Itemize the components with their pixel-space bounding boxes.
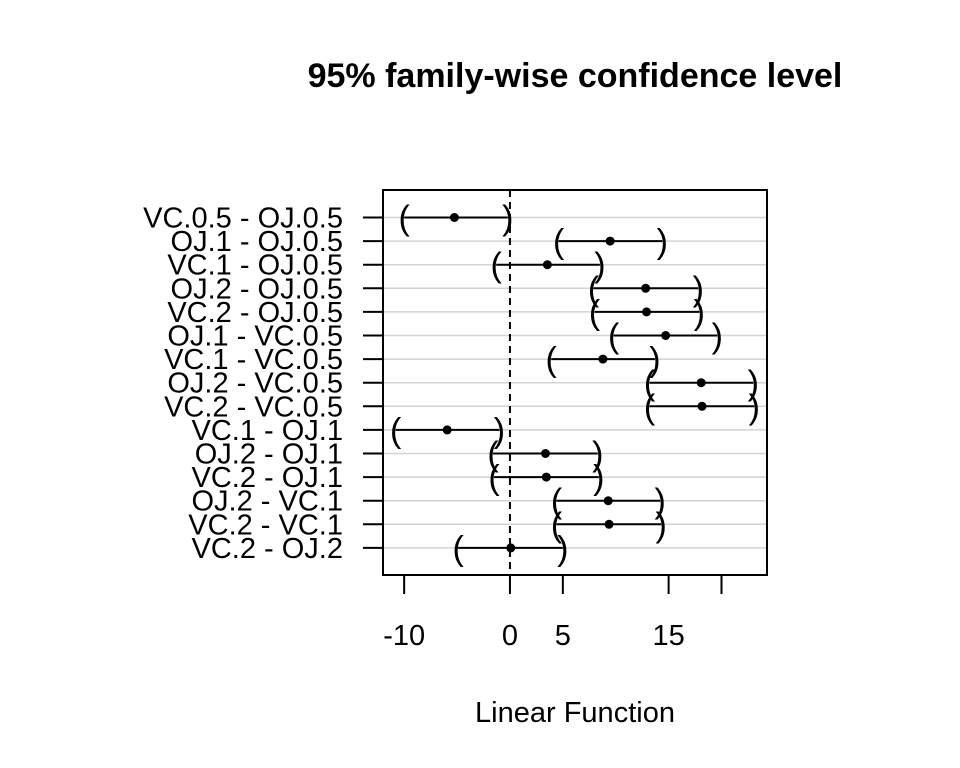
x-axis: -10 0 5 15 [383, 574, 723, 652]
interval-row: () [488, 459, 604, 497]
interval-upper-bound: ) [593, 459, 604, 497]
estimate-point [605, 236, 615, 246]
interval-lower-bound: ( [488, 459, 500, 497]
estimate-point [449, 213, 459, 222]
interval-row: () [551, 506, 667, 544]
y-tick-label: VC.1 - OJ.1 [192, 415, 344, 447]
y-tick-label: OJ.1 - OJ.0.5 [171, 226, 343, 258]
chart-title: 95% family-wise confidence level [308, 57, 843, 95]
interval-lower-bound: ( [644, 388, 656, 426]
y-tick-label: VC.2 - OJ.1 [192, 462, 344, 494]
estimate-point [542, 260, 552, 270]
interval-upper-bound: ) [592, 436, 603, 474]
interval-lower-bound: ( [608, 318, 620, 356]
interval-row: () [608, 318, 723, 356]
estimate-point [641, 283, 651, 293]
estimate-point [696, 378, 706, 388]
estimate-point [541, 472, 551, 482]
y-axis: VC.0.5 - OJ.0.5OJ.1 - OJ.0.5VC.1 - OJ.0.… [143, 203, 383, 565]
interval-upper-bound: ) [494, 412, 505, 450]
interval-upper-bound: ) [712, 318, 723, 356]
interval-upper-bound: ) [654, 483, 665, 521]
interval-lower-bound: ( [589, 294, 601, 332]
x-axis-label: Linear Function [475, 697, 675, 729]
interval-lower-bound: ( [398, 200, 410, 238]
interval-row: () [390, 412, 505, 450]
interval-lower-bound: ( [644, 365, 656, 403]
interval-lower-bound: ( [551, 483, 563, 521]
interval-lower-bound: ( [546, 341, 558, 379]
interval-lower-bound: ( [487, 436, 499, 474]
interval-row: () [588, 270, 704, 308]
interval-row: () [553, 223, 668, 261]
interval-upper-bound: ) [502, 200, 513, 238]
interval-lower-bound: ( [588, 270, 600, 308]
interval-row: () [546, 341, 661, 379]
y-tick-label: VC.1 - OJ.0.5 [167, 250, 343, 282]
y-tick-label: VC.0.5 - OJ.0.5 [143, 203, 343, 235]
interval-upper-bound: ) [749, 388, 760, 426]
interval-lower-bound: ( [390, 412, 402, 450]
interval-row: () [644, 365, 759, 403]
estimate-point [697, 401, 707, 411]
estimate-point [642, 307, 652, 317]
interval-lower-bound: ( [491, 247, 503, 285]
interval-lower-bound: ( [551, 506, 563, 544]
estimate-point [442, 425, 452, 435]
x-tick-label: -10 [383, 620, 425, 652]
estimate-point [506, 543, 516, 553]
x-tick-label: 0 [502, 620, 518, 652]
interval-row: () [491, 247, 606, 285]
interval-lower-bound: ( [452, 530, 464, 568]
x-tick-label: 5 [555, 620, 571, 652]
confidence-intervals: ()()()()()()()()()()()()()()() [390, 200, 760, 568]
interval-row: () [644, 388, 760, 426]
interval-upper-bound: ) [557, 530, 568, 568]
interval-lower-bound: ( [553, 223, 565, 261]
y-tick-label: VC.1 - VC.0.5 [164, 344, 343, 376]
interval-row: () [487, 436, 603, 474]
y-tick-label: VC.2 - VC.1 [188, 509, 343, 541]
interval-row: () [589, 294, 705, 332]
y-tick-label: OJ.2 - OJ.0.5 [171, 273, 343, 305]
interval-upper-bound: ) [694, 294, 705, 332]
estimate-point [661, 331, 671, 340]
y-tick-label: OJ.2 - VC.0.5 [167, 368, 343, 400]
interval-row: () [452, 530, 568, 568]
y-tick-label: VC.2 - OJ.2 [192, 533, 344, 565]
interval-upper-bound: ) [649, 341, 660, 379]
estimate-point [540, 449, 550, 458]
x-tick-label: 15 [652, 620, 684, 652]
estimate-point [604, 519, 614, 529]
interval-upper-bound: ) [693, 270, 704, 308]
interval-upper-bound: ) [657, 223, 668, 261]
y-tick-label: OJ.1 - VC.0.5 [167, 321, 343, 353]
estimate-point [598, 354, 608, 364]
y-tick-label: VC.2 - VC.0.5 [164, 391, 343, 423]
interval-row: () [398, 200, 513, 238]
interval-upper-bound: ) [748, 365, 759, 403]
estimate-point [603, 496, 613, 506]
y-tick-label: OJ.2 - OJ.1 [195, 439, 343, 471]
y-tick-label: VC.2 - OJ.0.5 [167, 297, 343, 329]
interval-row: () [551, 483, 666, 521]
interval-upper-bound: ) [656, 506, 667, 544]
y-tick-label: OJ.2 - VC.1 [192, 486, 344, 518]
interval-upper-bound: ) [594, 247, 605, 285]
